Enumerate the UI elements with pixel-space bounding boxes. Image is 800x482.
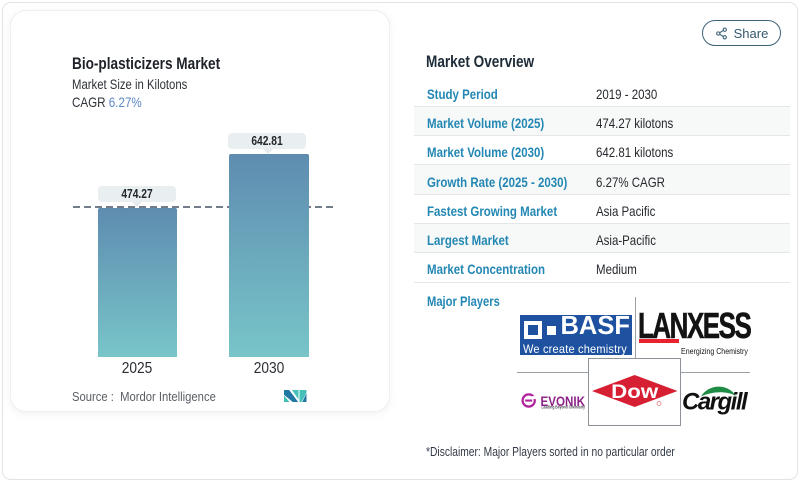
svg-text:Dow: Dow <box>611 382 658 403</box>
svg-text:Leading Beyond Chemistry: Leading Beyond Chemistry <box>542 405 586 410</box>
svg-text:Cargill: Cargill <box>682 389 749 416</box>
svg-text:EVONIK: EVONIK <box>541 393 586 409</box>
